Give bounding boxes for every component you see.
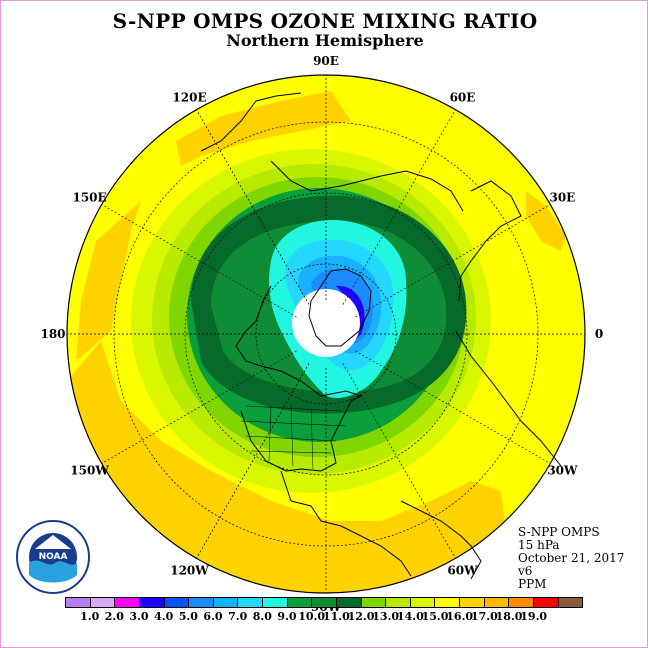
color-scale-tick: 9.0 [277, 610, 297, 623]
color-swatch [90, 598, 116, 607]
color-swatch [361, 598, 387, 607]
color-swatch [164, 598, 190, 607]
meridian-label: 30W [547, 464, 578, 478]
color-swatch [435, 598, 460, 607]
color-scale-tick: 16.0 [446, 610, 474, 623]
color-scale-tick: 13.0 [372, 610, 400, 623]
meridian-line [355, 350, 551, 464]
color-scale-tick: 7.0 [228, 610, 248, 623]
field-15-16-south [67, 341, 506, 593]
field-15-16-east [526, 191, 566, 251]
meridian-label: 60W [447, 563, 478, 577]
color-swatch [287, 598, 313, 607]
meridian-label: 120E [172, 91, 206, 105]
color-swatch [263, 598, 288, 607]
color-swatch [66, 598, 91, 607]
color-scale-tick: 17.0 [470, 610, 498, 623]
color-scale-tick: 5.0 [178, 610, 198, 623]
field-15-16-west [76, 201, 141, 361]
map-subtitle: Northern Hemisphere [226, 31, 424, 50]
info-units: PPM [518, 577, 547, 591]
color-scale-tick: 14.0 [396, 610, 424, 623]
color-swatch [139, 598, 165, 607]
color-scale-tick: 2.0 [104, 610, 124, 623]
color-scale-tick: 10.0 [298, 610, 326, 623]
meridian-label: 180 [40, 327, 65, 341]
coastlines [200, 92, 562, 580]
color-swatch [213, 598, 239, 607]
map-title: S-NPP OMPS OZONE MIXING RATIO [112, 9, 538, 33]
coastline-greenland [308, 268, 372, 347]
meridian-line [196, 363, 310, 559]
color-scale-tick: 8.0 [252, 610, 272, 623]
state-borders [240, 405, 347, 470]
meridian-line [355, 204, 551, 318]
color-scale-tick: 15.0 [421, 610, 449, 623]
polar-no-data [292, 289, 360, 357]
color-swatch [189, 598, 214, 607]
political-borders [240, 405, 347, 470]
meridian-label: 60E [450, 91, 476, 105]
coastline-south-america [400, 500, 482, 580]
meridian-label: 150E [72, 191, 106, 205]
color-swatch [336, 598, 362, 607]
color-scale-tick: 19.0 [520, 610, 548, 623]
color-swatch [460, 598, 485, 607]
color-scale-tick: 11.0 [322, 610, 350, 623]
color-swatch [533, 598, 559, 607]
color-scale-tick: 18.0 [495, 610, 523, 623]
meridian-line [342, 109, 456, 305]
coastline-asia-arctic [270, 160, 464, 212]
meridian-label: 90E [313, 54, 339, 68]
info-level: 15 hPa [518, 538, 560, 552]
info-version: v6 [518, 564, 533, 578]
color-swatch [410, 598, 436, 607]
coastline-africa [455, 330, 562, 467]
color-swatch [238, 598, 263, 607]
coastline-europe [458, 180, 522, 302]
color-scale-tick: 12.0 [347, 610, 375, 623]
noaa-logo-text: NOAA [39, 552, 68, 562]
coastline-central-america [280, 470, 412, 577]
meridian-label: 30E [549, 191, 575, 205]
meridian-label: 120W [170, 563, 209, 577]
coastline-north-america [235, 285, 363, 472]
color-swatch [115, 598, 140, 607]
globe-outline [66, 74, 586, 594]
noaa-logo: NOAA [16, 520, 90, 594]
meridian-label: 0 [595, 327, 603, 341]
info-instrument: S-NPP OMPS [518, 525, 600, 539]
color-swatch [558, 598, 583, 607]
color-scale-bar [65, 597, 583, 608]
meridian-line [101, 350, 297, 464]
color-scale-tick: 4.0 [154, 610, 174, 623]
color-swatch [484, 598, 510, 607]
color-swatch [509, 598, 534, 607]
info-date: October 21, 2017 [518, 551, 625, 565]
field-15-16-north [176, 91, 351, 166]
meridian-line [196, 109, 310, 305]
color-scale-tick: 1.0 [80, 610, 100, 623]
color-swatch [312, 598, 337, 607]
coastline-east-asia [200, 92, 302, 152]
color-swatch [386, 598, 411, 607]
color-scale-tick: 3.0 [129, 610, 149, 623]
latitude-circle-40 [184, 192, 468, 476]
color-scale-tick: 6.0 [203, 610, 223, 623]
meridian-label: 150W [70, 464, 109, 478]
